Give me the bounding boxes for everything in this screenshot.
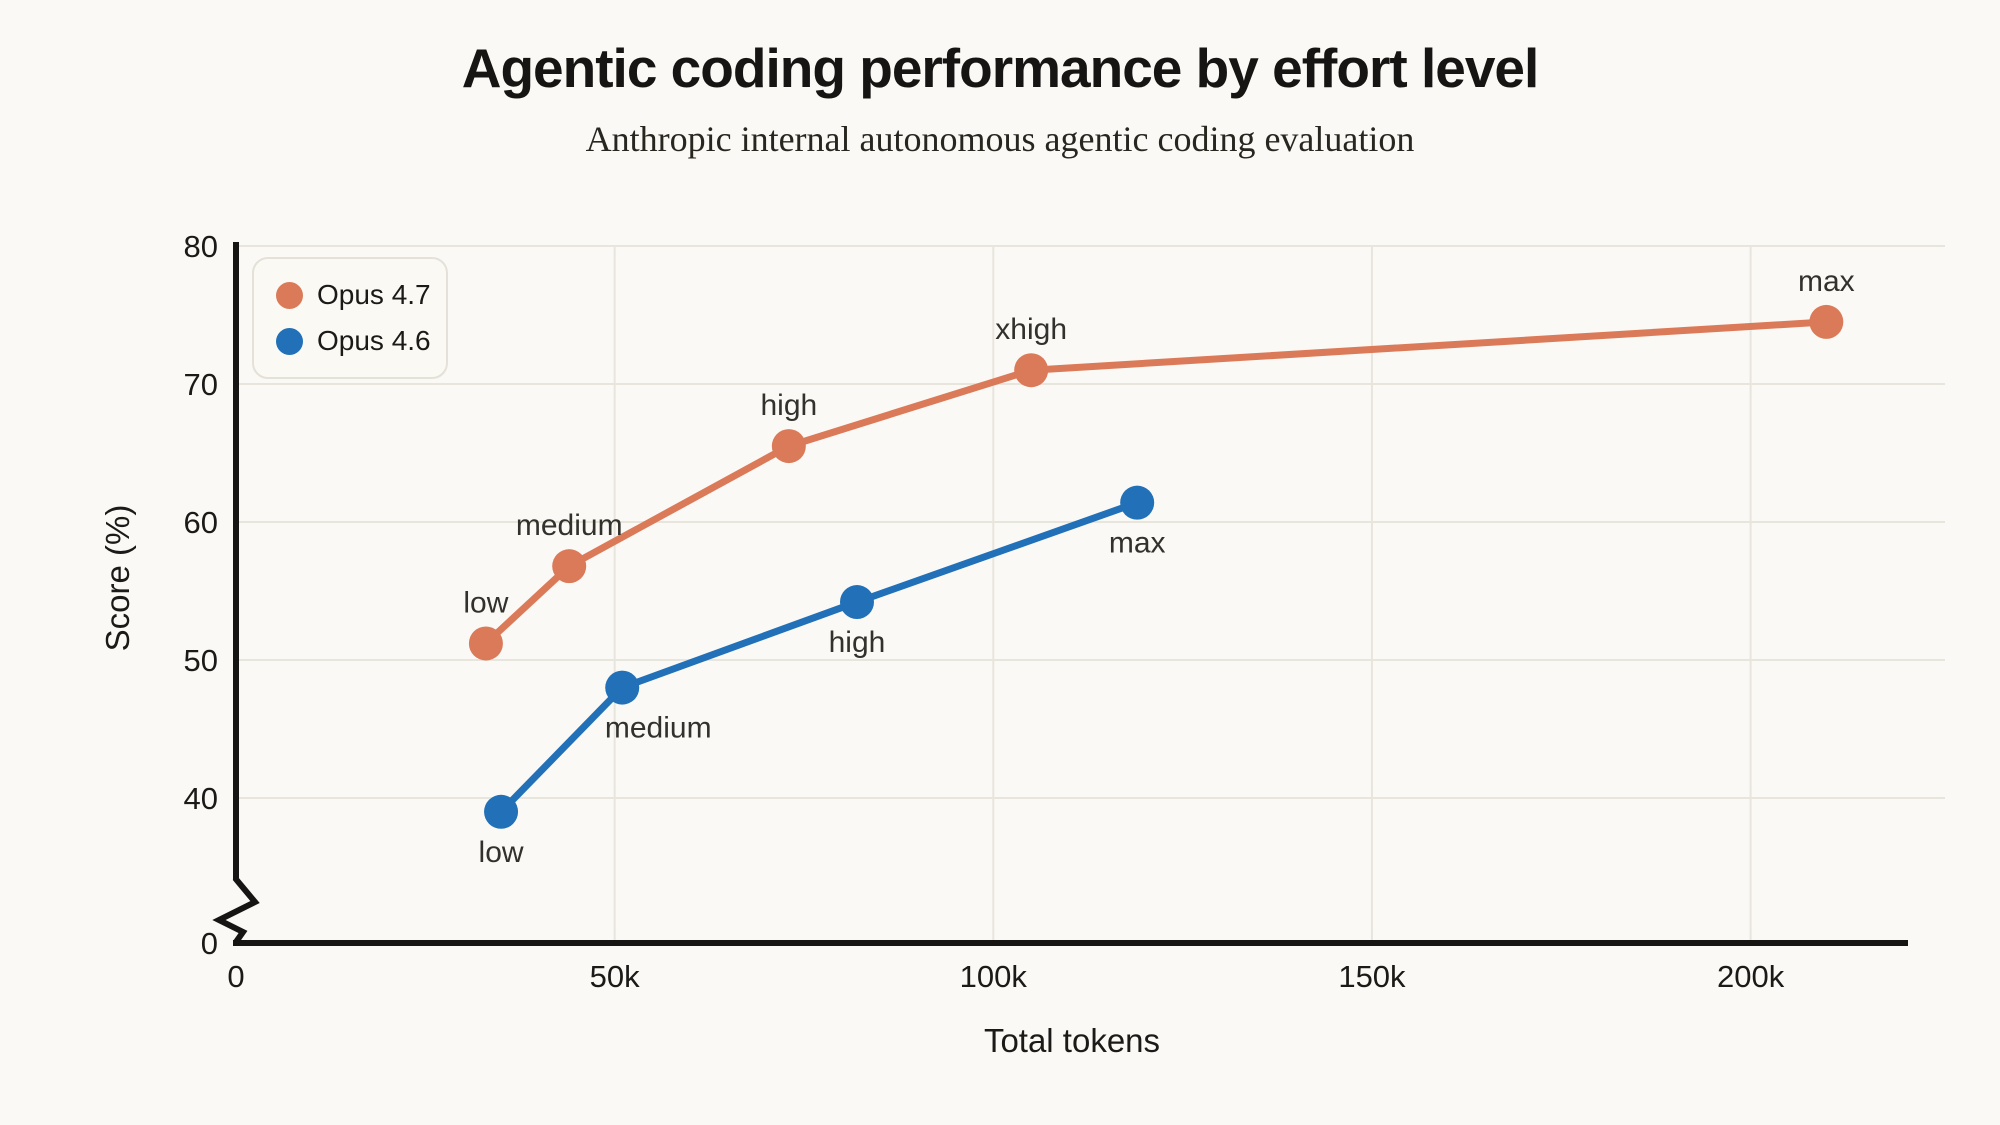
data-point-label: max	[1109, 527, 1166, 560]
y-tick-label: 60	[184, 505, 218, 540]
y-tick-label: 50	[184, 643, 218, 678]
x-tick-label: 150k	[1338, 959, 1406, 994]
legend: Opus 4.7 Opus 4.6	[252, 257, 448, 379]
y-tick-label: 70	[184, 367, 218, 402]
data-point-marker	[1014, 353, 1049, 388]
legend-item-opus-4-7: Opus 4.7	[276, 279, 431, 311]
data-point-marker	[771, 429, 806, 464]
data-point-marker	[468, 626, 503, 661]
data-point-label: low	[479, 836, 524, 869]
x-tick-label: 50k	[590, 959, 640, 994]
chart-subtitle: Anthropic internal autonomous agentic co…	[585, 119, 1415, 159]
x-tick-label: 200k	[1717, 959, 1785, 994]
legend-swatch-orange-icon	[276, 281, 303, 309]
data-point-marker	[484, 794, 519, 829]
series-line-opus-4-6	[497, 499, 1141, 816]
y-tick-label: 80	[184, 229, 218, 264]
data-point-label: high	[760, 389, 817, 422]
x-tick-label: 0	[227, 959, 244, 994]
series-line-opus-4-7	[482, 318, 1830, 647]
data-point-label: medium	[605, 712, 712, 745]
legend-label: Opus 4.7	[317, 279, 431, 310]
y-axis-break-zero-label: 0	[201, 926, 218, 961]
data-point-label: medium	[516, 509, 623, 542]
y-tick-label: 40	[184, 781, 218, 816]
data-point-label: xhigh	[995, 313, 1067, 346]
y-axis-break-icon	[212, 876, 260, 944]
legend-label: Opus 4.6	[317, 325, 431, 356]
data-point-marker	[605, 670, 640, 705]
x-tick-label: 100k	[960, 959, 1028, 994]
legend-swatch-blue-icon	[276, 327, 303, 355]
data-point-label: max	[1798, 265, 1855, 298]
chart-title: Agentic coding performance by effort lev…	[461, 37, 1540, 99]
x-axis-title: Total tokens	[983, 1022, 1161, 1059]
data-point-marker	[1809, 304, 1844, 339]
data-point-marker	[839, 585, 874, 620]
data-point-marker	[1120, 485, 1155, 520]
legend-item-opus-4-6: Opus 4.6	[276, 325, 431, 357]
data-point-marker	[552, 549, 587, 584]
data-point-label: high	[829, 626, 886, 659]
data-point-label: low	[463, 586, 508, 619]
